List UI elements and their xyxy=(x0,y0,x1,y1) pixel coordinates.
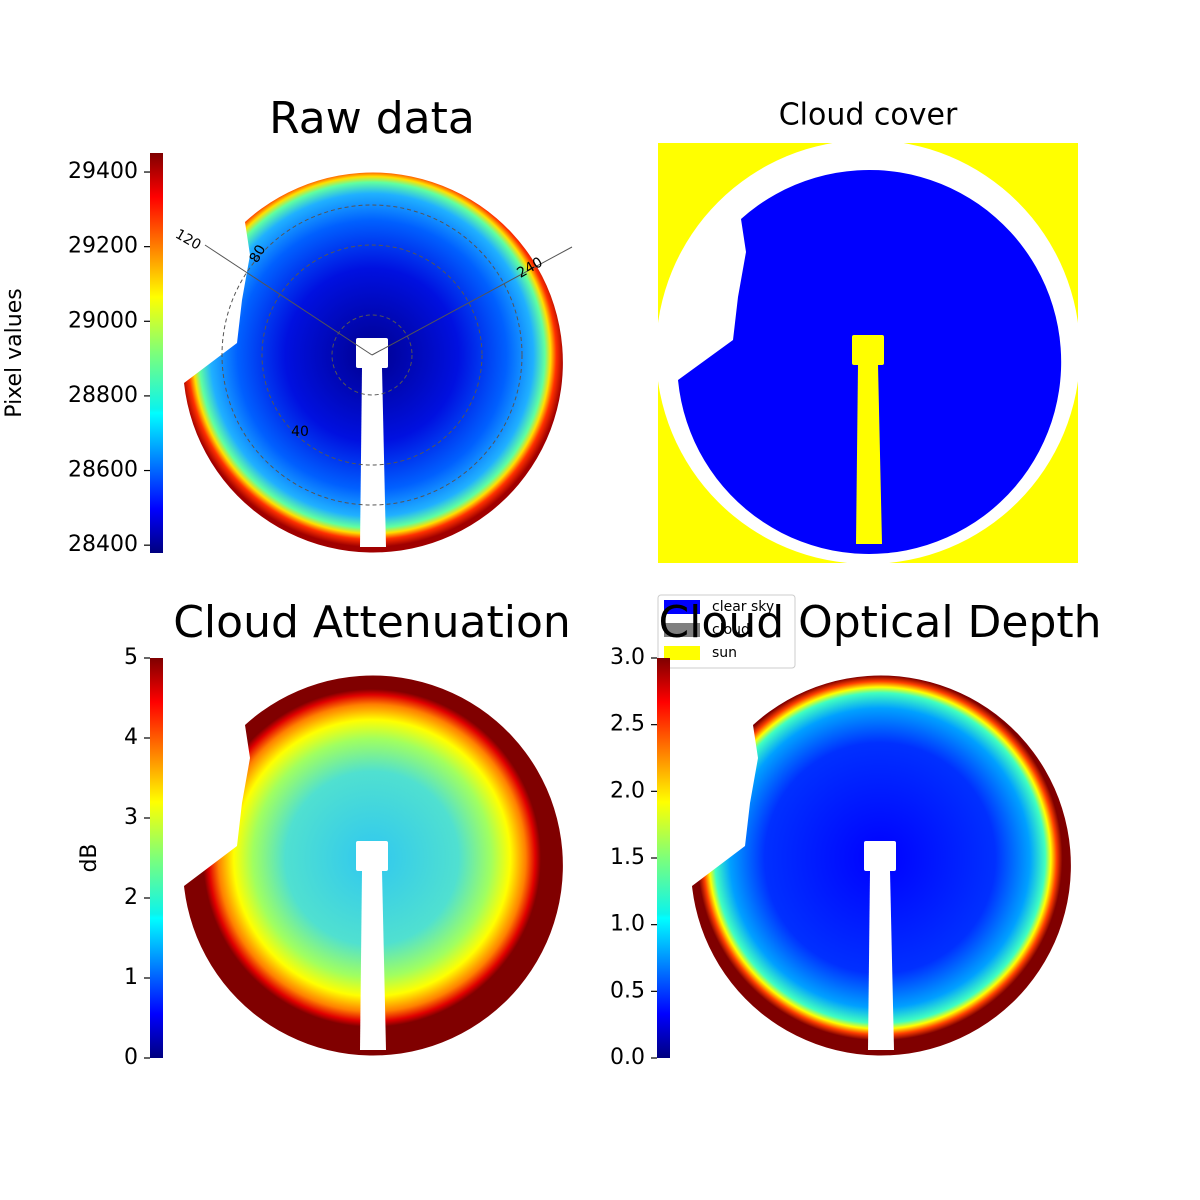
obstruction xyxy=(356,841,388,871)
tick-label: 29400 xyxy=(68,159,138,184)
legend-swatch xyxy=(664,600,700,614)
obstruction xyxy=(856,365,882,544)
tick-label: 2 xyxy=(124,885,138,910)
tick-label: 29000 xyxy=(68,308,138,333)
tick-label: 28600 xyxy=(68,458,138,483)
panel-title: Cloud Optical Depth xyxy=(658,597,1101,648)
polar-ring xyxy=(261,244,483,466)
colorbar-label: Pixel values xyxy=(2,288,27,417)
legend-swatch xyxy=(664,623,700,637)
polar-overlay xyxy=(204,204,573,506)
tick-label: 29200 xyxy=(68,234,138,259)
legend-label: sun xyxy=(712,645,737,661)
polar-label: 40 xyxy=(291,424,309,440)
polar-spoke xyxy=(371,246,573,356)
obstruction xyxy=(356,338,388,368)
tick-label: 1.5 xyxy=(610,845,645,870)
tick-label: 1 xyxy=(124,965,138,990)
obstruction xyxy=(864,841,896,871)
colorbar xyxy=(150,658,163,1058)
polar-label: 120 xyxy=(172,226,203,253)
panel-title: Cloud cover xyxy=(779,98,958,133)
polar-ring xyxy=(221,204,523,506)
obstruction xyxy=(852,335,884,365)
polar-label: 80 xyxy=(247,242,270,265)
tick-label: 0.5 xyxy=(610,978,645,1003)
legend-swatch xyxy=(664,646,700,660)
colorbar-label: dB xyxy=(77,843,102,872)
tick-label: 28400 xyxy=(68,532,138,557)
tick-label: 0 xyxy=(124,1045,138,1070)
polar-ring xyxy=(331,314,413,396)
tick-label: 2.0 xyxy=(610,778,645,803)
panel-title: Cloud Attenuation xyxy=(173,597,571,648)
panel-title: Raw data xyxy=(269,93,475,144)
obstruction xyxy=(868,871,894,1050)
tick-label: 28800 xyxy=(68,383,138,408)
tick-label: 1.0 xyxy=(610,912,645,937)
polar-spoke xyxy=(204,244,373,356)
obstruction xyxy=(360,368,386,547)
legend-label: cloud xyxy=(712,622,750,638)
tick-label: 2.5 xyxy=(610,712,645,737)
tick-label: 0.0 xyxy=(610,1045,645,1070)
tick-label: 5 xyxy=(124,645,138,670)
colorbar xyxy=(150,153,163,553)
tick-label: 3.0 xyxy=(610,645,645,670)
colorbar xyxy=(657,658,670,1058)
tick-label: 4 xyxy=(124,725,138,750)
tick-label: 3 xyxy=(124,805,138,830)
obstruction xyxy=(360,871,386,1050)
legend-label: clear sky xyxy=(712,599,774,615)
